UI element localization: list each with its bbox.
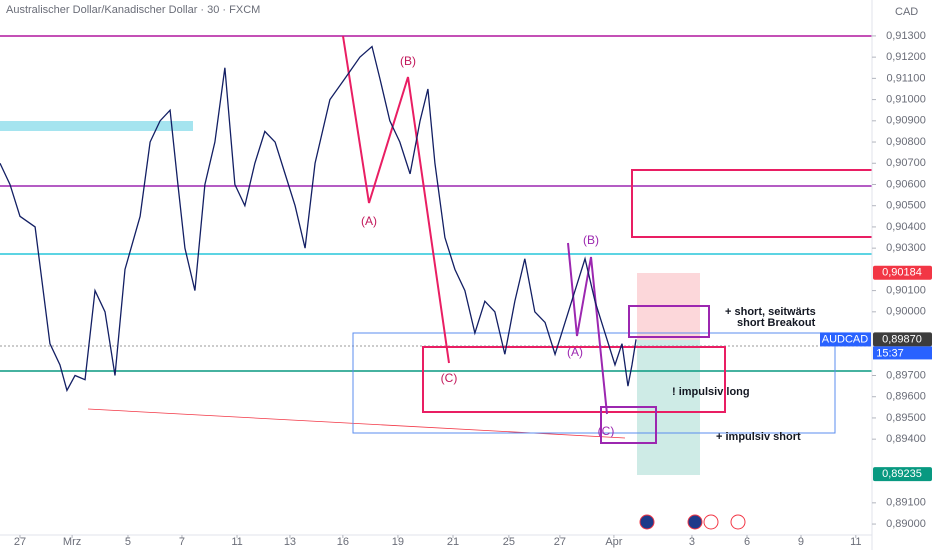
event-icon[interactable] bbox=[639, 514, 655, 530]
y-tick-label: 0,89600 bbox=[886, 391, 926, 403]
wave-label: (A) bbox=[567, 345, 583, 359]
symbol-tag bbox=[820, 332, 871, 347]
wave-line bbox=[342, 35, 450, 364]
y-tick-label: 0,90700 bbox=[886, 157, 926, 169]
wave-line bbox=[567, 242, 608, 415]
price-label-text: 0,90184 bbox=[882, 267, 922, 279]
y-tick-label: 0,90000 bbox=[886, 306, 926, 318]
event-icon[interactable] bbox=[703, 514, 719, 530]
wave-label: (A) bbox=[361, 214, 377, 228]
note: + impulsiv short bbox=[716, 431, 801, 443]
x-tick-label: 9 bbox=[798, 536, 804, 548]
x-tick-label: 11 bbox=[850, 536, 861, 548]
wave-label: (C) bbox=[441, 371, 458, 385]
event-icon[interactable] bbox=[730, 514, 746, 530]
price-label bbox=[873, 332, 932, 347]
x-tick-label: 7 bbox=[179, 536, 185, 548]
y-tick-label: 0,90800 bbox=[886, 136, 926, 148]
y-tick-label: 0,89000 bbox=[886, 518, 926, 530]
x-tick-label: 16 bbox=[337, 536, 349, 548]
y-tick-label: 0,91000 bbox=[886, 93, 926, 105]
y-tick-label: 0,90900 bbox=[886, 115, 926, 127]
x-tick-label: 13 bbox=[284, 536, 296, 548]
y-tick-label: 0,91300 bbox=[886, 30, 926, 42]
range-box bbox=[352, 332, 836, 434]
chart-title: Australischer Dollar/Kanadischer Dollar … bbox=[6, 4, 260, 16]
y-tick-label: 0,90500 bbox=[886, 200, 926, 212]
y-tick-label: 0,89700 bbox=[886, 369, 926, 381]
currency: CAD bbox=[895, 6, 918, 18]
note: ! impulsiv long bbox=[672, 386, 750, 398]
zone-box bbox=[628, 305, 710, 338]
x-tick-label: 3 bbox=[689, 536, 695, 548]
note: short Breakout bbox=[737, 317, 816, 329]
y-tick-label: 0,89500 bbox=[886, 412, 926, 424]
y-tick-label: 0,90400 bbox=[886, 221, 926, 233]
zone-box bbox=[600, 406, 657, 444]
price-label-text: 0,89870 bbox=[882, 333, 922, 345]
countdown-bg bbox=[873, 346, 932, 360]
x-tick-label: 6 bbox=[744, 536, 750, 548]
y-tick-label: 0,89100 bbox=[886, 497, 926, 509]
x-tick-label: 21 bbox=[447, 536, 459, 548]
price-label bbox=[873, 265, 932, 280]
x-tick-label: 27 bbox=[14, 536, 26, 548]
y-tick-label: 0,91100 bbox=[887, 72, 926, 84]
symbol-label: AUDCAD bbox=[822, 333, 869, 345]
y-tick-label: 0,89400 bbox=[886, 433, 926, 445]
price-label bbox=[873, 467, 932, 482]
x-tick-label: 27 bbox=[554, 536, 566, 548]
note: + short, seitwärts bbox=[725, 306, 816, 318]
zone-box bbox=[422, 346, 726, 413]
price-label-text: 0,89235 bbox=[882, 468, 922, 480]
zone bbox=[0, 121, 193, 131]
plot bbox=[0, 45, 637, 393]
axes: 0,91300 0,91200 0,91100 0,91000 0,90900 0,908… bbox=[14, 30, 932, 548]
x-tick-label: 5 bbox=[125, 536, 131, 548]
x-tick-label: Apr bbox=[605, 536, 622, 548]
wave-label: (B) bbox=[400, 54, 416, 68]
y-tick-label: 0,90600 bbox=[886, 178, 926, 190]
x-tick-label: Mrz bbox=[63, 536, 81, 548]
wave-label: (C) bbox=[598, 424, 615, 438]
countdown: 15:37 bbox=[876, 347, 904, 359]
price-line bbox=[0, 45, 637, 393]
y-tick-label: 0,90300 bbox=[886, 242, 926, 254]
wave-label: (B) bbox=[583, 233, 599, 247]
x-tick-label: 11 bbox=[231, 536, 242, 548]
x-tick-label: 25 bbox=[503, 536, 515, 548]
y-tick-label: 0,91200 bbox=[886, 51, 926, 63]
y-tick-label: 0,90100 bbox=[886, 285, 926, 297]
event-icon[interactable] bbox=[687, 514, 703, 530]
x-tick-label: 19 bbox=[392, 536, 404, 548]
